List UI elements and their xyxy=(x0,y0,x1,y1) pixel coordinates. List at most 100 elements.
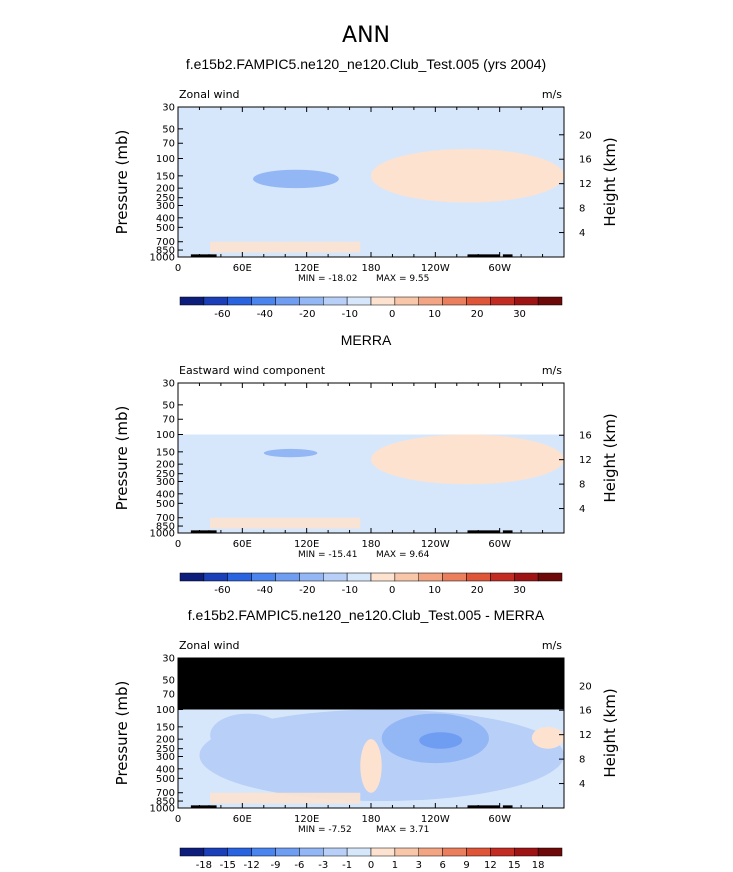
x-tick-label: 0 xyxy=(175,539,181,550)
colorbar-label: -10 xyxy=(342,309,358,320)
colorbar-swatch xyxy=(466,296,491,306)
units-label: m/s xyxy=(542,88,562,101)
y-tick-label: 100 xyxy=(156,154,175,165)
y-tick-label: 400 xyxy=(156,213,175,224)
contour-region xyxy=(419,732,463,749)
colorbar-label: 6 xyxy=(439,860,445,871)
colorbar-label: -12 xyxy=(243,860,259,871)
colorbar-swatch xyxy=(299,847,324,857)
y-tick-label: 30 xyxy=(162,379,175,390)
colorbar-swatch xyxy=(537,572,563,582)
colorbar-swatch xyxy=(275,572,300,582)
colorbar-swatch xyxy=(275,296,300,306)
contour-region xyxy=(392,438,468,469)
min-label: MIN = -15.41 xyxy=(298,550,357,560)
y-tick-label: 850 xyxy=(156,522,175,533)
y-tick-label: 700 xyxy=(156,237,175,248)
topography xyxy=(190,530,211,533)
y-tick-label: 100 xyxy=(156,705,175,716)
y2-axis-title: Height (km) xyxy=(601,688,619,777)
colorbar-swatch xyxy=(179,572,205,582)
colorbar-swatch xyxy=(299,296,324,306)
max-label: MAX = 9.55 xyxy=(376,274,429,284)
colorbar-swatch xyxy=(275,847,300,857)
panels: f.e15b2.FAMPIC5.ne120_ne120.Club_Test.00… xyxy=(113,56,619,871)
min-label: MIN = -18.02 xyxy=(298,274,357,284)
y-tick-label: 500 xyxy=(156,774,175,785)
y-tick-label: 30 xyxy=(162,654,175,665)
colorbar-label: -6 xyxy=(294,860,304,871)
height-tick-label: 12 xyxy=(579,179,592,190)
x-tick-label: 60W xyxy=(488,814,511,825)
y-tick-label: 1000 xyxy=(150,529,175,540)
topography xyxy=(208,805,217,808)
colorbar-swatch xyxy=(323,572,348,582)
y-tick-label: 500 xyxy=(156,223,175,234)
x-tick-label: 60E xyxy=(233,814,252,825)
colorbar-swatch xyxy=(537,296,563,306)
y-tick-label: 200 xyxy=(156,735,175,746)
missing-data-region xyxy=(178,658,564,710)
colorbar-swatch xyxy=(323,296,348,306)
colorbar-swatch xyxy=(490,847,515,857)
y-tick-label: 400 xyxy=(156,764,175,775)
colorbar-swatch xyxy=(323,847,348,857)
y-tick-label: 70 xyxy=(162,139,175,150)
units-label: m/s xyxy=(542,639,562,652)
x-tick-label: 120W xyxy=(421,539,450,550)
colorbar-swatch xyxy=(227,296,252,306)
height-tick-label: 16 xyxy=(579,706,592,717)
colorbar-swatch xyxy=(346,847,372,857)
units-label: m/s xyxy=(542,364,562,377)
x-tick-label: 180 xyxy=(361,814,380,825)
colorbar-swatch xyxy=(251,572,276,582)
colorbar-label: 1 xyxy=(392,860,398,871)
colorbar-swatch xyxy=(299,572,324,582)
height-tick-label: 16 xyxy=(579,431,592,442)
x-tick-label: 120W xyxy=(421,814,450,825)
max-label: MAX = 9.64 xyxy=(376,550,430,560)
figure-title: ANN xyxy=(342,23,390,48)
colorbar-swatch xyxy=(394,296,419,306)
y-axis-title: Pressure (mb) xyxy=(113,130,131,235)
x-tick-label: 120E xyxy=(294,263,319,274)
x-tick-label: 120W xyxy=(421,263,450,274)
y2-axis-title: Height (km) xyxy=(601,413,619,502)
height-tick-label: 12 xyxy=(579,730,592,741)
colorbar-label: -3 xyxy=(318,860,328,871)
colorbar-swatch xyxy=(514,572,539,582)
y-tick-label: 250 xyxy=(156,193,175,204)
topography xyxy=(190,805,211,808)
colorbar-label: -40 xyxy=(257,309,273,320)
colorbar-swatch xyxy=(537,847,563,857)
x-tick-label: 60E xyxy=(233,263,252,274)
topography xyxy=(502,530,513,533)
panel-title: f.e15b2.FAMPIC5.ne120_ne120.Club_Test.00… xyxy=(186,56,546,72)
y2-axis-title: Height (km) xyxy=(601,137,619,226)
colorbar-swatch xyxy=(490,572,515,582)
topography xyxy=(190,254,211,257)
y-tick-label: 100 xyxy=(156,430,175,441)
x-tick-label: 0 xyxy=(175,814,181,825)
colorbar-swatch xyxy=(179,847,205,857)
y-tick-label: 200 xyxy=(156,184,175,195)
panel-2: MERRA Eastward wind component m/s 0 60E 120E 1… xyxy=(113,332,619,596)
colorbar-label: -60 xyxy=(214,585,230,596)
height-tick-label: 8 xyxy=(579,755,585,766)
contour-region xyxy=(510,445,543,460)
y-tick-label: 70 xyxy=(162,690,175,701)
topography xyxy=(208,254,217,257)
variable-label: Eastward wind component xyxy=(179,364,326,377)
y-tick-label: 850 xyxy=(156,246,175,257)
colorbar-swatch xyxy=(514,847,539,857)
contour-region xyxy=(210,241,361,253)
colorbar-label: -9 xyxy=(271,860,281,871)
colorbar-swatch xyxy=(394,572,419,582)
height-tick-label: 20 xyxy=(579,681,592,692)
height-tick-label: 4 xyxy=(579,228,585,239)
y-tick-label: 700 xyxy=(156,513,175,524)
colorbar-swatch xyxy=(394,847,419,857)
y-axis-title: Pressure (mb) xyxy=(113,681,131,786)
y-tick-label: 200 xyxy=(156,460,175,471)
